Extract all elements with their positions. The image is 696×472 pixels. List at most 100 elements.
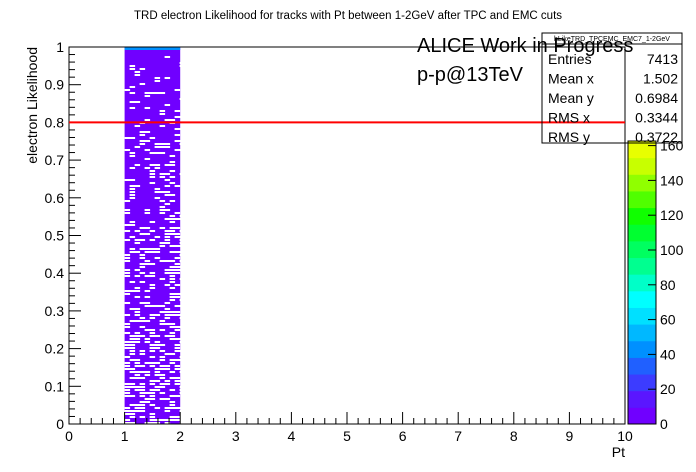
empty-bin <box>179 65 186 67</box>
empty-bin <box>129 410 136 412</box>
empty-bin <box>174 311 181 313</box>
empty-bin <box>159 143 166 145</box>
empty-bin <box>164 119 171 121</box>
empty-bin <box>134 290 141 292</box>
empty-bin <box>159 323 166 325</box>
empty-bin <box>164 236 171 238</box>
empty-bin <box>179 326 186 328</box>
empty-bin <box>124 389 131 391</box>
empty-bin <box>129 188 136 190</box>
empty-bin <box>159 191 166 193</box>
empty-bin <box>134 314 141 316</box>
empty-bin <box>174 359 181 361</box>
empty-bin <box>134 146 141 148</box>
empty-bin <box>174 257 181 259</box>
empty-bin <box>164 191 171 193</box>
empty-bin <box>139 326 146 328</box>
empty-bin <box>159 368 166 370</box>
empty-bin <box>124 290 131 292</box>
empty-bin <box>124 257 131 259</box>
color-scale-tick-label: 0 <box>660 416 668 432</box>
empty-bin <box>144 305 151 307</box>
empty-bin <box>129 422 136 424</box>
empty-bin <box>129 338 136 340</box>
empty-bin <box>139 140 146 142</box>
empty-bin <box>149 398 156 400</box>
empty-bin <box>149 422 156 424</box>
empty-bin <box>149 176 156 178</box>
empty-bin <box>149 344 156 346</box>
empty-bin <box>124 269 131 271</box>
empty-bin <box>149 221 156 223</box>
empty-bin <box>129 344 136 346</box>
empty-bin <box>174 149 181 151</box>
empty-bin <box>164 239 171 241</box>
empty-bin <box>179 392 186 394</box>
empty-bin <box>139 254 146 256</box>
empty-bin <box>174 395 181 397</box>
empty-bin <box>144 158 151 160</box>
empty-bin <box>144 140 151 142</box>
empty-bin <box>149 251 156 253</box>
color-scale-segment <box>628 224 656 242</box>
empty-bin <box>179 338 186 340</box>
empty-bin <box>134 341 141 343</box>
empty-bin <box>154 386 161 388</box>
empty-bin <box>134 365 141 367</box>
color-scale-tick-label: 100 <box>660 242 684 258</box>
empty-bin <box>139 317 146 319</box>
empty-bin <box>174 266 181 268</box>
empty-bin <box>139 395 146 397</box>
empty-bin <box>139 134 146 136</box>
empty-bin <box>124 407 131 409</box>
empty-bin <box>129 404 136 406</box>
empty-bin <box>139 383 146 385</box>
empty-bin <box>139 257 146 259</box>
empty-bin <box>124 272 131 274</box>
empty-bin <box>124 413 131 415</box>
empty-bin <box>149 350 156 352</box>
empty-bin <box>149 329 156 331</box>
empty-bin <box>169 323 176 325</box>
empty-bin <box>174 314 181 316</box>
empty-bin <box>169 218 176 220</box>
empty-bin <box>179 380 186 382</box>
stats-value: 1.502 <box>643 71 678 87</box>
empty-bin <box>159 152 166 154</box>
empty-bin <box>179 278 186 280</box>
empty-bin <box>174 344 181 346</box>
color-scale-segment <box>628 274 656 292</box>
empty-bin <box>149 395 156 397</box>
x-tick-label: 2 <box>176 428 184 444</box>
empty-bin <box>144 95 151 97</box>
empty-bin <box>154 374 161 376</box>
empty-bin <box>129 197 136 199</box>
empty-bin <box>129 65 136 67</box>
empty-bin <box>134 242 141 244</box>
empty-bin <box>169 194 176 196</box>
empty-bin <box>159 200 166 202</box>
empty-bin <box>139 401 146 403</box>
empty-bin <box>149 356 156 358</box>
empty-bin <box>154 380 161 382</box>
empty-bin <box>139 416 146 418</box>
empty-bin <box>169 170 176 172</box>
y-tick-label: 0.2 <box>45 341 65 357</box>
x-tick-label: 3 <box>232 428 240 444</box>
empty-bin <box>169 275 176 277</box>
empty-bin <box>149 287 156 289</box>
empty-bin <box>169 296 176 298</box>
empty-bin <box>149 152 156 154</box>
empty-bin <box>179 254 186 256</box>
empty-bin <box>169 119 176 121</box>
empty-bin <box>129 248 136 250</box>
empty-bin <box>149 230 156 232</box>
empty-bin <box>179 371 186 373</box>
empty-bin <box>179 341 186 343</box>
empty-bin <box>124 344 131 346</box>
stats-value: 0.6984 <box>635 90 678 106</box>
empty-bin <box>139 68 146 70</box>
empty-bin <box>174 185 181 187</box>
empty-bin <box>174 140 181 142</box>
empty-bin <box>134 407 141 409</box>
